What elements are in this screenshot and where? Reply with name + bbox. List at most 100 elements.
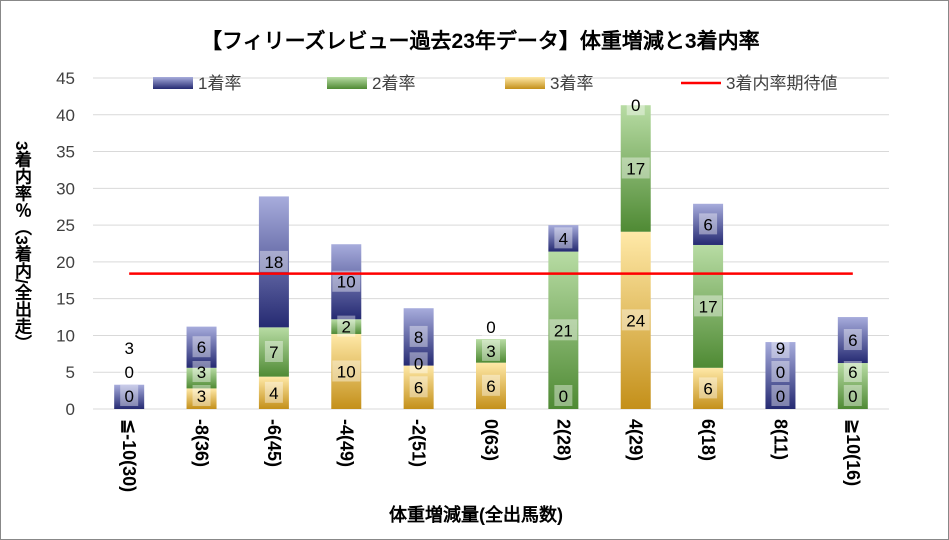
x-tick-label: 0(63) (481, 419, 501, 462)
data-label: 6 (848, 363, 857, 382)
data-label: 0 (414, 354, 423, 373)
data-label: 6 (703, 215, 712, 234)
data-label-bg (120, 385, 139, 406)
x-tick-label: 6(18) (698, 419, 719, 462)
data-label: 3 (486, 342, 495, 361)
y-tick-label: 35 (56, 143, 75, 162)
data-label: 17 (699, 297, 718, 316)
data-label-bg (626, 94, 645, 116)
data-label: 17 (626, 159, 645, 178)
x-tick-label: -4(49) (336, 419, 357, 468)
x-axis-label: 体重増減量(全出馬数) (389, 505, 563, 525)
data-label: 10 (337, 273, 356, 292)
data-label-bg (259, 250, 288, 272)
data-label-bg (192, 385, 211, 406)
x-tick-label: -2(51) (408, 419, 429, 468)
x-tick-label: -8(36) (191, 419, 212, 468)
data-label-bg (699, 377, 718, 399)
y-tick-label: 30 (56, 179, 75, 198)
bar-segment (476, 339, 506, 363)
bar-segment (693, 367, 724, 409)
data-label: 0 (124, 363, 133, 382)
bar-segment (837, 317, 868, 364)
bar-segment (403, 308, 434, 366)
data-label-bg (120, 361, 139, 382)
data-label: 7 (269, 343, 278, 362)
bar-segment (186, 388, 217, 409)
data-label: 18 (264, 253, 283, 272)
data-label-bg (409, 325, 428, 347)
bar-segment (186, 326, 217, 368)
data-label-bg (771, 385, 790, 406)
data-label-bg (482, 315, 500, 337)
legend-swatch (505, 77, 545, 89)
y-tick-label: 5 (66, 363, 75, 382)
bar-segment (837, 363, 868, 409)
x-tick-label: -6(45) (263, 419, 284, 468)
data-label-bg (699, 213, 718, 235)
data-label-bg (771, 361, 790, 382)
data-label-bg (549, 319, 578, 341)
data-label: 0 (559, 387, 568, 406)
data-label: 4 (269, 384, 278, 403)
data-label: 3 (197, 387, 206, 406)
data-label-bg (264, 381, 283, 403)
data-label: 21 (554, 321, 573, 340)
data-label: 24 (626, 311, 645, 330)
data-label-bg (554, 227, 573, 249)
y-tick-label: 0 (66, 400, 75, 419)
bar-segment (620, 105, 651, 232)
data-label-bg (120, 337, 139, 358)
data-label: 0 (776, 363, 785, 382)
chart-title: 【フィリーズレビュー過去23年データ】体重増減と3着内率 (201, 30, 760, 53)
bar-segment (765, 342, 796, 409)
y-tick-label: 40 (56, 106, 75, 125)
data-label-bg (482, 374, 500, 396)
data-label: 6 (486, 377, 495, 396)
data-label: 2 (342, 318, 351, 337)
data-label-bg (694, 295, 723, 317)
data-label: 10 (337, 362, 356, 381)
y-tick-label: 20 (56, 253, 75, 272)
data-label-bg (621, 157, 650, 179)
data-label-bg (843, 361, 862, 382)
data-label-bg (337, 315, 356, 337)
data-label: 0 (486, 318, 495, 337)
data-label: 3 (197, 363, 206, 382)
bar-segment (258, 196, 289, 328)
data-label-bg (332, 360, 361, 382)
bar-segment (548, 251, 579, 409)
bar-segment (331, 319, 362, 334)
data-label: 6 (197, 338, 206, 357)
data-label: 0 (848, 387, 857, 406)
bar-segment (403, 365, 434, 409)
data-label-bg (192, 361, 211, 382)
data-label-bg (332, 270, 361, 292)
data-label-bg (482, 339, 500, 361)
data-label-bg (554, 385, 573, 406)
bar-segment (693, 203, 724, 245)
bar-segment (258, 327, 289, 377)
data-label: 6 (848, 331, 857, 350)
data-label-bg (192, 336, 211, 358)
y-tick-label: 45 (56, 69, 75, 88)
bar-segment (114, 384, 145, 409)
bar-segment (331, 244, 362, 320)
legend-label: 3着率 (550, 74, 593, 93)
bar-segment (476, 362, 506, 409)
data-label: 6 (414, 378, 423, 397)
legend-swatch (153, 77, 193, 89)
legend-swatch (327, 77, 367, 89)
data-label-bg (843, 385, 862, 406)
y-axis-label: 3着内率％（3着内/全出走） (12, 141, 31, 352)
data-label: 3 (124, 339, 133, 358)
x-tick-label: 8(11) (770, 419, 791, 461)
y-tick-label: 15 (56, 290, 75, 309)
data-label: 8 (414, 328, 423, 347)
data-label-bg (409, 376, 428, 398)
x-tick-label: 2(28) (553, 419, 574, 462)
bar-segment (548, 225, 579, 252)
data-label-bg (771, 337, 790, 358)
